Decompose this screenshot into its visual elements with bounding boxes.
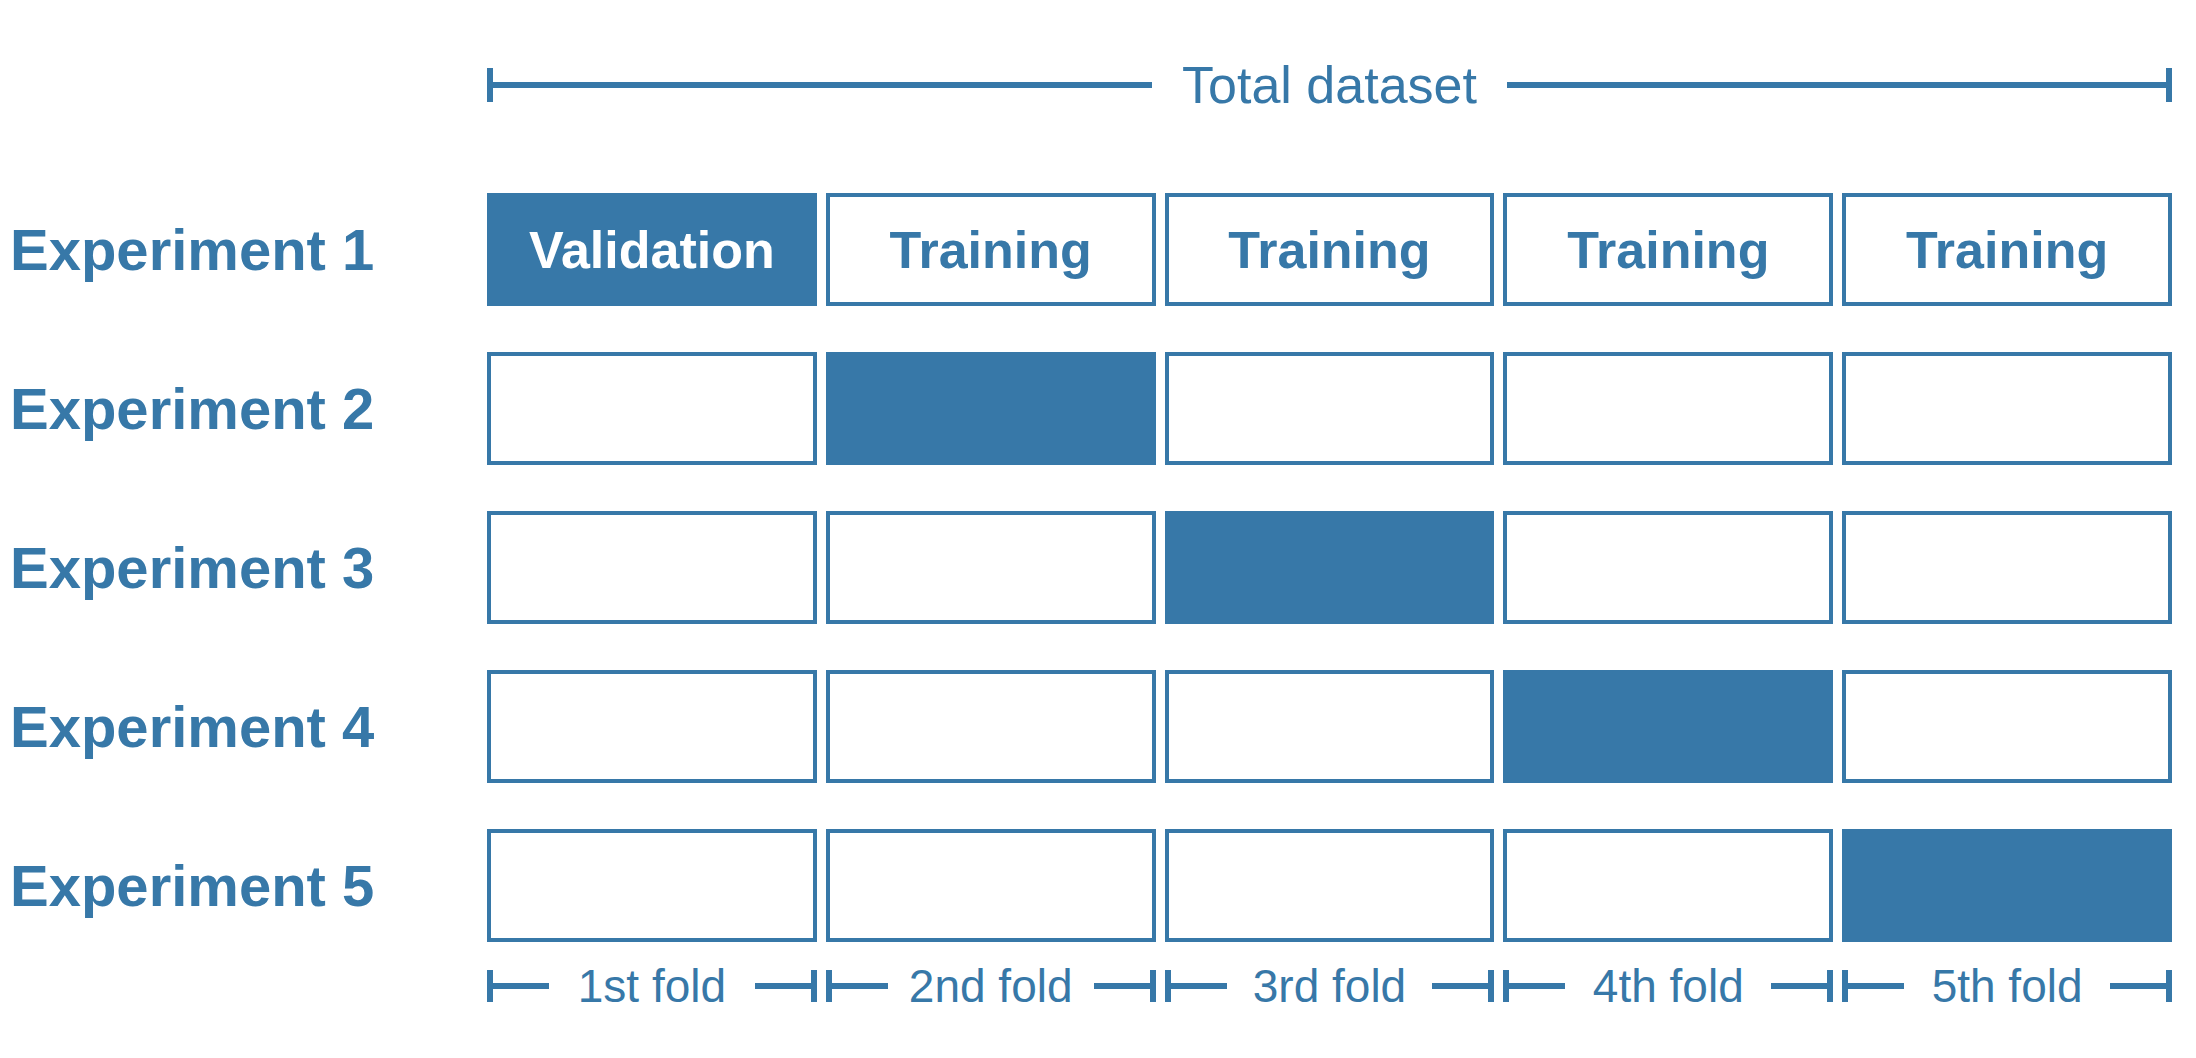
fold-tick <box>1150 970 1156 1002</box>
fold-label: 5th fold <box>1922 963 2093 1009</box>
fold-label: 3rd fold <box>1243 963 1416 1009</box>
fold-tick <box>811 970 817 1002</box>
fold-dash <box>832 983 888 989</box>
fold-label: 2nd fold <box>899 963 1083 1009</box>
fold-strip <box>487 352 2172 465</box>
fold-dash <box>1432 983 1488 989</box>
fold-dash <box>1094 983 1150 989</box>
fold-bracket-3: 3rd fold <box>1165 950 1495 1022</box>
cell-label: Training <box>1567 224 1769 276</box>
fold-cell <box>487 352 817 465</box>
cell-label: Training <box>1906 224 2108 276</box>
fold-cell-validation: Validation <box>487 193 817 306</box>
experiment-row-4: Experiment 4 <box>0 670 2196 783</box>
fold-tick <box>2166 970 2172 1002</box>
fold-bracket-4: 4th fold <box>1503 950 1833 1022</box>
fold-dash <box>1509 983 1565 989</box>
experiment-label: Experiment 2 <box>10 380 374 438</box>
fold-bracket-right-end <box>2110 970 2172 1002</box>
cell-label: Training <box>890 224 1092 276</box>
experiment-label: Experiment 5 <box>10 857 374 915</box>
fold-dash <box>1171 983 1227 989</box>
fold-bracket-left-end <box>487 970 549 1002</box>
experiment-row-3: Experiment 3 <box>0 511 2196 624</box>
fold-bracket-1: 1st fold <box>487 950 817 1022</box>
fold-bracket-2: 2nd fold <box>826 950 1156 1022</box>
experiment-row-1: Experiment 1 Validation Training Trainin… <box>0 193 2196 306</box>
fold-cell <box>487 670 817 783</box>
fold-strip: Validation Training Training Training Tr… <box>487 193 2172 306</box>
fold-bracket-5: 5th fold <box>1842 950 2172 1022</box>
fold-cell-validation <box>1503 670 1833 783</box>
fold-cell-validation <box>1165 511 1495 624</box>
cross-validation-diagram: Total dataset Experiment 1 Validation Tr… <box>0 0 2196 1058</box>
fold-cell <box>1165 829 1495 942</box>
total-dataset-label: Total dataset <box>1182 59 1477 111</box>
experiment-label: Experiment 3 <box>10 539 374 597</box>
fold-label: 4th fold <box>1583 963 1754 1009</box>
fold-cell <box>826 829 1156 942</box>
fold-strip <box>487 511 2172 624</box>
fold-cell <box>1165 352 1495 465</box>
fold-cell-validation <box>1842 829 2172 942</box>
fold-dash <box>1848 983 1904 989</box>
fold-bracket-left-end <box>1165 970 1227 1002</box>
fold-cell-training: Training <box>1503 193 1833 306</box>
fold-bracket-right-end <box>1432 970 1494 1002</box>
fold-cell <box>487 511 817 624</box>
cell-label: Training <box>1228 224 1430 276</box>
fold-bracket-left-end <box>1842 970 1904 1002</box>
fold-bracket-right-end <box>1094 970 1156 1002</box>
fold-cell <box>1842 670 2172 783</box>
total-dataset-bracket: Total dataset <box>487 60 2172 110</box>
fold-bracket-left-end <box>1503 970 1565 1002</box>
experiment-row-2: Experiment 2 <box>0 352 2196 465</box>
fold-bracket-left-end <box>826 970 888 1002</box>
bracket-right-line <box>1507 82 2166 88</box>
fold-strip <box>487 670 2172 783</box>
fold-cell <box>826 670 1156 783</box>
experiment-row-5: Experiment 5 <box>0 829 2196 942</box>
experiment-label: Experiment 4 <box>10 698 374 756</box>
fold-cell <box>1842 511 2172 624</box>
fold-brackets: 1st fold 2nd fold 3rd fold 4th fold 5th … <box>487 950 2172 1022</box>
experiment-rows: Experiment 1 Validation Training Trainin… <box>0 193 2196 942</box>
bracket-right-tick <box>2166 68 2172 102</box>
fold-cell <box>1503 352 1833 465</box>
fold-cell <box>487 829 817 942</box>
fold-cell-validation <box>826 352 1156 465</box>
fold-cell-training: Training <box>826 193 1156 306</box>
fold-bracket-right-end <box>755 970 817 1002</box>
fold-label: 1st fold <box>568 963 736 1009</box>
fold-dash <box>493 983 549 989</box>
fold-cell <box>1165 670 1495 783</box>
bracket-left-line <box>493 82 1152 88</box>
fold-tick <box>1488 970 1494 1002</box>
fold-bracket-right-end <box>1771 970 1833 1002</box>
fold-dash <box>755 983 811 989</box>
fold-cell <box>1842 352 2172 465</box>
fold-cell-training: Training <box>1165 193 1495 306</box>
fold-tick <box>1827 970 1833 1002</box>
cell-label: Validation <box>529 224 775 276</box>
fold-dash <box>1771 983 1827 989</box>
fold-cell <box>826 511 1156 624</box>
experiment-label: Experiment 1 <box>10 221 374 279</box>
fold-cell-training: Training <box>1842 193 2172 306</box>
fold-cell <box>1503 511 1833 624</box>
fold-dash <box>2110 983 2166 989</box>
fold-strip <box>487 829 2172 942</box>
fold-cell <box>1503 829 1833 942</box>
